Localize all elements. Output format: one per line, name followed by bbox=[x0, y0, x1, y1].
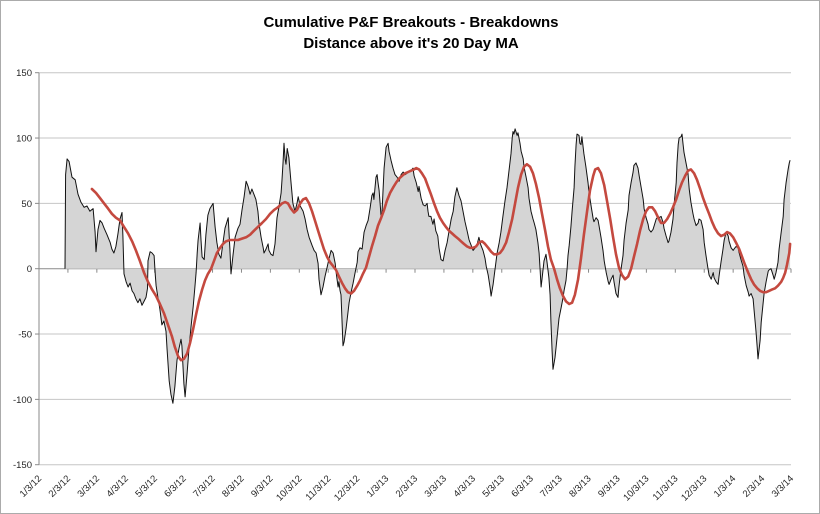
x-axis-label: 1/3/13 bbox=[365, 473, 391, 499]
ma-line bbox=[90, 162, 792, 362]
x-axis-label: 3/3/12 bbox=[76, 473, 102, 499]
y-axis-label: -50 bbox=[18, 330, 32, 341]
y-axis-label: 100 bbox=[16, 134, 32, 145]
y-axis-label: 150 bbox=[16, 68, 32, 79]
x-axis-label: 3/3/13 bbox=[423, 473, 449, 499]
x-axis-label: 11/3/13 bbox=[651, 473, 681, 503]
x-axis-label: 5/3/12 bbox=[133, 473, 159, 499]
x-axis-label: 3/3/14 bbox=[770, 473, 796, 499]
breakouts-area-fill bbox=[65, 128, 791, 404]
x-axis-label: 1/3/14 bbox=[712, 473, 738, 499]
x-axis-label: 9/3/12 bbox=[249, 473, 275, 499]
x-axis-label: 2/3/13 bbox=[394, 473, 420, 499]
x-axis-label: 11/3/12 bbox=[304, 473, 334, 503]
x-axis-label: 2/3/14 bbox=[741, 473, 767, 499]
x-axis-label: 6/3/13 bbox=[509, 473, 535, 499]
y-axis-label: 50 bbox=[21, 199, 32, 210]
x-axis-label: 4/3/12 bbox=[104, 473, 130, 499]
y-axis-label: -100 bbox=[13, 395, 32, 406]
chart-title-line2: Distance above it's 20 Day MA bbox=[303, 35, 519, 52]
x-axis-label: 6/3/12 bbox=[162, 473, 188, 499]
x-axis-label: 1/3/12 bbox=[18, 473, 44, 499]
chart-title-line1: Cumulative P&F Breakouts - Breakdowns bbox=[263, 14, 559, 31]
chart-title: Cumulative P&F Breakouts - Breakdowns Di… bbox=[1, 12, 819, 54]
x-axis-label: 10/3/13 bbox=[621, 473, 651, 503]
x-axis-label: 9/3/13 bbox=[596, 473, 622, 499]
x-axis-label: 7/3/13 bbox=[538, 473, 564, 499]
x-axis-label: 8/3/13 bbox=[567, 473, 593, 499]
y-axis-label: -150 bbox=[13, 460, 32, 471]
breakouts-area-outline bbox=[64, 128, 791, 404]
x-axis-label: 8/3/12 bbox=[220, 473, 246, 499]
x-axis-label: 12/3/12 bbox=[332, 473, 362, 503]
x-axis-label: 4/3/13 bbox=[452, 473, 478, 499]
x-axis-label: 5/3/13 bbox=[480, 473, 506, 499]
y-axis-label: 0 bbox=[27, 264, 32, 275]
x-axis-label: 10/3/12 bbox=[274, 473, 304, 503]
x-axis-label: 2/3/12 bbox=[47, 473, 73, 499]
x-axis-label: 7/3/12 bbox=[191, 473, 217, 499]
x-axis-label: 12/3/13 bbox=[679, 473, 709, 503]
